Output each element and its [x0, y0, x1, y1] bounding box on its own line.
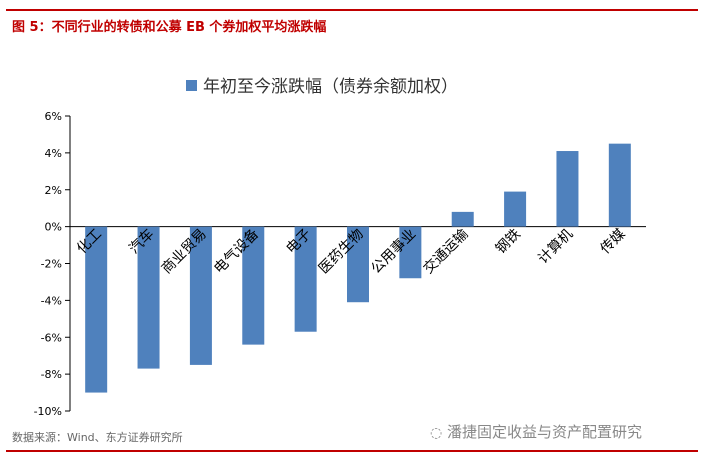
y-tick-label: -2% — [41, 258, 62, 271]
bar — [504, 191, 527, 227]
bar — [242, 226, 265, 345]
bar — [137, 226, 160, 369]
bottom-rule — [6, 450, 698, 452]
bar — [85, 226, 108, 393]
bar — [451, 211, 474, 227]
y-tick-label: 0% — [45, 221, 62, 234]
legend-swatch — [186, 80, 197, 91]
x-tick-label: 钢铁 — [493, 226, 524, 257]
top-rule — [6, 9, 698, 11]
legend-label: 年初至今涨跌幅（债券余额加权） — [203, 77, 458, 97]
bar — [347, 226, 369, 303]
watermark: ◌ 潘捷固定收益与资产配置研究 — [430, 421, 642, 442]
y-tick-label: -4% — [41, 294, 62, 307]
bar — [399, 226, 422, 279]
bar — [608, 143, 631, 227]
x-tick-label: 传媒 — [598, 226, 629, 257]
bar — [556, 151, 579, 227]
y-tick-label: -8% — [41, 368, 62, 381]
y-tick-label: -6% — [41, 331, 62, 344]
source-note: 数据来源：Wind、东方证券研究所 — [12, 431, 183, 444]
bar — [189, 226, 212, 365]
y-tick-label: -10% — [34, 405, 62, 418]
y-tick-label: 2% — [45, 184, 62, 197]
wechat-icon: ◌ — [430, 425, 443, 441]
y-tick-label: 4% — [45, 147, 62, 160]
x-tick-label: 交通运输 — [420, 225, 472, 277]
watermark-text: 潘捷固定收益与资产配置研究 — [447, 423, 643, 441]
figure-title: 图 5：不同行业的转债和公募 EB 个券加权平均涨跌幅 — [12, 20, 327, 35]
bar — [294, 226, 317, 332]
x-tick-label: 计算机 — [535, 226, 576, 267]
y-tick-label: 6% — [45, 110, 62, 123]
